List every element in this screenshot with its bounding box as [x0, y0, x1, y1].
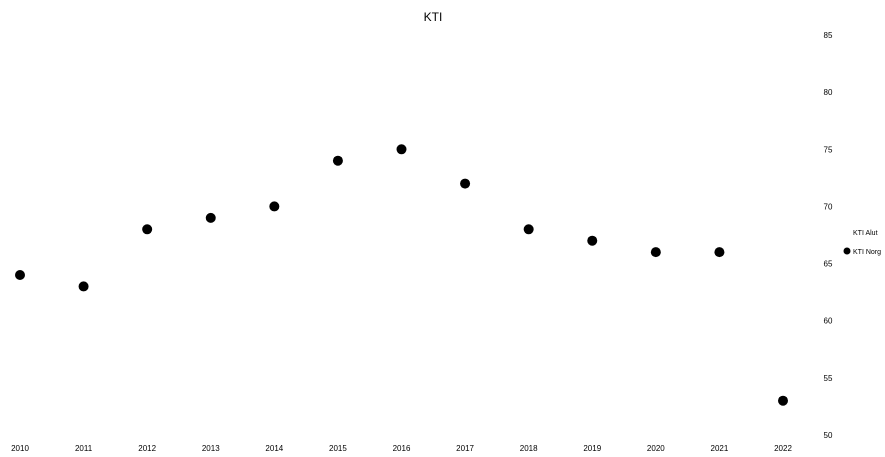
x-tick-label: 2022 [774, 444, 792, 452]
y-axis-tick-labels: 50 55 60 65 70 75 80 85 [824, 31, 833, 440]
data-point [650, 247, 661, 258]
chart-title: KTI [424, 10, 443, 24]
legend: KTI Alut KTI Norg [843, 230, 881, 256]
y-tick-label: 55 [824, 374, 833, 383]
x-tick-label: 2018 [520, 444, 538, 452]
x-tick-label: 2011 [75, 444, 93, 452]
data-point [778, 395, 788, 406]
data-point [714, 247, 725, 258]
data-point [523, 224, 534, 235]
y-tick-label: 60 [824, 317, 833, 326]
x-tick-label: 2015 [329, 444, 347, 452]
data-point [78, 281, 89, 292]
data-point [587, 235, 598, 246]
legend-label: KTI Norg [853, 249, 881, 256]
y-tick-label: 80 [824, 88, 833, 97]
data-point [396, 144, 407, 155]
x-tick-label: 2019 [583, 444, 601, 452]
y-tick-label: 85 [824, 31, 833, 40]
data-point [205, 212, 216, 223]
x-tick-label: 2013 [202, 444, 220, 452]
data-points [15, 144, 788, 406]
x-tick-label: 2012 [138, 444, 156, 452]
data-point [269, 201, 280, 212]
y-tick-label: 75 [824, 145, 833, 154]
data-point [460, 178, 471, 189]
y-tick-label: 65 [824, 260, 833, 269]
data-point [142, 224, 153, 235]
legend-marker [843, 247, 851, 255]
x-tick-label: 2020 [647, 444, 665, 452]
data-point [332, 155, 343, 166]
y-tick-label: 70 [824, 202, 833, 211]
data-point [15, 270, 25, 280]
x-tick-label: 2021 [711, 444, 729, 452]
x-axis-tick-labels: 2010 2011 2012 2013 2014 2015 2016 2017 2018 2019… [11, 444, 792, 453]
x-tick-label: 2010 [11, 444, 29, 452]
x-tick-label: 2016 [393, 444, 411, 452]
y-tick-label: 50 [824, 431, 833, 440]
x-tick-label: 2017 [456, 444, 474, 452]
x-tick-label: 2014 [265, 444, 283, 452]
legend-label: KTI Alut [853, 230, 878, 237]
